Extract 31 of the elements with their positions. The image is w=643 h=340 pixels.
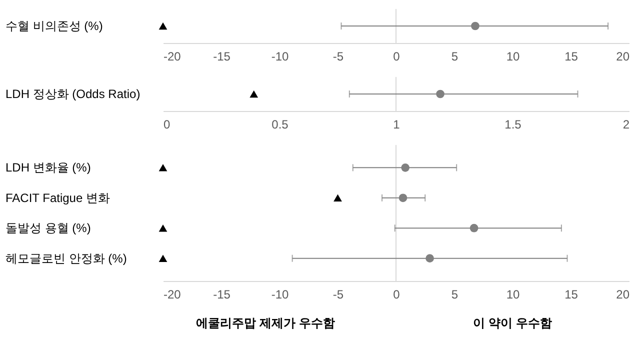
x-tick-label: 0	[393, 288, 400, 302]
y-tick-label: 수혈 비의존성 (%)	[6, 19, 103, 33]
x-tick-label: -20	[164, 50, 182, 64]
x-tick-label: -5	[332, 50, 344, 64]
x-tick-label: 15	[564, 288, 578, 302]
x-tick-label: 20	[616, 288, 630, 302]
x-tick-label: 10	[506, 50, 520, 64]
text: 이 약이 우수함	[473, 316, 552, 330]
x-tick-label: 5	[451, 288, 458, 302]
x-tick-label: 0.5	[272, 118, 289, 132]
y-tick-label: 돌발성 용혈 (%)	[6, 221, 91, 236]
x-tick-label: -10	[271, 288, 289, 302]
x-tick-label: 2	[622, 118, 630, 132]
y-tick-label: FACIT Fatigue 변화	[6, 190, 110, 205]
y-tick-label: LDH 변화율 (%)	[6, 160, 91, 175]
x-tick-label: 0	[164, 118, 170, 132]
x-tick-label: 0	[393, 50, 400, 64]
y-tick-label: 헤모글로빈 안정화 (%)	[6, 251, 127, 266]
x-tick-label: -15	[213, 288, 231, 302]
x-tick-label: 5	[451, 50, 458, 64]
x-tick-label: -5	[332, 288, 344, 302]
x-tick-label: 1	[393, 118, 400, 132]
x-tick-label: 1.5	[504, 118, 522, 132]
x-tick-label: -10	[271, 50, 289, 64]
text: 에쿨리주맙 제제가 우수함	[196, 316, 335, 330]
x-tick-label: -15	[213, 50, 231, 64]
x-tick-label: 15	[564, 50, 578, 64]
x-tick-label: -20	[164, 288, 182, 302]
y-tick-label: LDH 정상화 (Odds Ratio)	[6, 87, 140, 101]
x-tick-label: 20	[616, 50, 630, 64]
x-tick-label: 10	[506, 288, 520, 302]
